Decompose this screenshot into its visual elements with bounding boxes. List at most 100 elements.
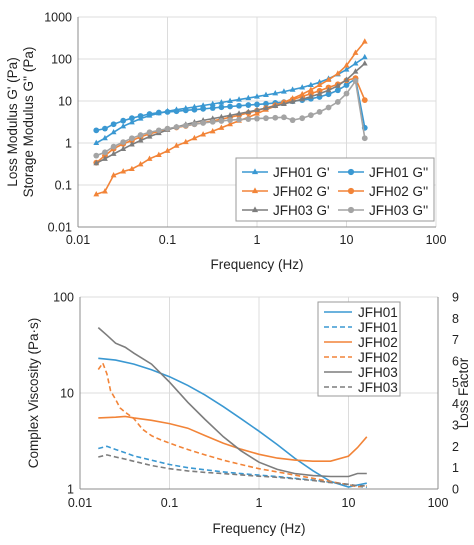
data-point bbox=[200, 105, 207, 112]
data-point bbox=[227, 120, 233, 127]
data-point bbox=[164, 109, 171, 115]
x-tick-label: 10 bbox=[342, 496, 356, 510]
y2-tick-label: 1 bbox=[452, 461, 459, 475]
data-point bbox=[236, 96, 242, 102]
data-point bbox=[307, 93, 314, 99]
data-point bbox=[110, 171, 117, 178]
data-point bbox=[128, 165, 135, 172]
series-line-jfh03-viscosity bbox=[97, 327, 367, 478]
x-tick-label: 1 bbox=[256, 496, 263, 510]
data-point bbox=[209, 100, 216, 106]
data-point bbox=[137, 113, 144, 119]
data-point bbox=[334, 99, 341, 105]
y2-tick-label: 0 bbox=[452, 483, 459, 497]
x-axis-label: Frequency (Hz) bbox=[210, 257, 303, 272]
data-point bbox=[102, 125, 108, 132]
data-point bbox=[191, 121, 198, 128]
y2-axis-label: Loss Factor bbox=[456, 357, 471, 428]
data-point bbox=[164, 147, 171, 153]
data-point bbox=[245, 102, 252, 108]
data-point bbox=[191, 106, 198, 113]
data-point bbox=[316, 81, 323, 88]
legend-label: JFH01 bbox=[358, 305, 398, 320]
y-tick-label: 0.1 bbox=[55, 179, 72, 193]
data-point bbox=[272, 90, 279, 96]
data-point bbox=[155, 109, 162, 116]
chart-moduli: 0.01 0.1 1 10 100 0.01 0.1 1 10 100 1000 Frequency … bbox=[5, 11, 446, 273]
data-point bbox=[110, 128, 117, 135]
data-point bbox=[102, 134, 108, 141]
legend-label: JFH01 bbox=[358, 320, 398, 335]
data-point bbox=[245, 94, 252, 101]
y2-tick-label: 2 bbox=[452, 440, 459, 454]
series-jfh03-g- bbox=[93, 78, 368, 159]
data-point bbox=[146, 129, 153, 136]
legend-box bbox=[235, 157, 435, 222]
data-point bbox=[227, 112, 233, 118]
legend-label: JFH01 G' bbox=[273, 165, 330, 180]
data-point bbox=[218, 104, 225, 111]
legend-label: JFH02 bbox=[358, 335, 398, 350]
y2-tick-label: 7 bbox=[452, 333, 459, 347]
data-point bbox=[102, 188, 108, 194]
data-point bbox=[146, 155, 153, 161]
data-point bbox=[110, 150, 117, 156]
y-tick-label: 1000 bbox=[44, 11, 72, 25]
data-point bbox=[272, 102, 279, 109]
data-point bbox=[343, 82, 350, 88]
data-point bbox=[146, 111, 153, 117]
data-point bbox=[200, 120, 207, 126]
data-point bbox=[128, 119, 135, 125]
data-point bbox=[227, 97, 233, 104]
data-point bbox=[316, 109, 323, 115]
y-tick-label: 100 bbox=[51, 53, 72, 67]
data-point bbox=[347, 187, 355, 195]
data-point bbox=[93, 152, 100, 159]
data-point bbox=[352, 78, 359, 84]
data-point bbox=[316, 90, 323, 96]
y-tick-label: 100 bbox=[53, 291, 74, 305]
data-point bbox=[236, 110, 242, 116]
data-point bbox=[128, 141, 135, 147]
data-point bbox=[218, 99, 225, 105]
data-point bbox=[352, 60, 359, 66]
data-point bbox=[254, 93, 260, 99]
data-point bbox=[251, 168, 259, 175]
data-point bbox=[218, 113, 225, 120]
series-line-jfh03-loss-factor bbox=[98, 454, 367, 487]
data-point bbox=[343, 66, 350, 72]
data-point bbox=[361, 60, 368, 66]
legend-label: JFH03 bbox=[358, 380, 398, 395]
data-point bbox=[263, 100, 269, 107]
data-point bbox=[307, 86, 314, 92]
data-point bbox=[164, 125, 171, 132]
data-point bbox=[209, 127, 216, 134]
data-point bbox=[361, 53, 368, 60]
y-tick-label: 10 bbox=[60, 387, 74, 401]
data-point bbox=[227, 117, 233, 124]
data-point bbox=[93, 190, 100, 197]
series-line-jfh02-loss-factor bbox=[97, 361, 367, 488]
x-axis-label: Frequency (Hz) bbox=[212, 521, 305, 536]
data-point bbox=[352, 49, 359, 55]
x-tick-label: 0.01 bbox=[68, 496, 92, 510]
data-point bbox=[254, 106, 260, 113]
data-point bbox=[120, 117, 127, 124]
data-point bbox=[307, 81, 314, 88]
data-point bbox=[120, 168, 127, 174]
series-jfh01-g- bbox=[93, 53, 368, 146]
series-line-jfh01-loss-factor bbox=[98, 445, 367, 489]
legend-label: JFH03 G'' bbox=[369, 203, 428, 218]
data-point bbox=[182, 122, 189, 129]
data-point bbox=[334, 70, 341, 76]
legend-label: JFH02 G'' bbox=[369, 184, 428, 199]
x-tick-label: 10 bbox=[340, 233, 354, 247]
data-point bbox=[272, 114, 279, 121]
data-point bbox=[343, 62, 350, 68]
data-point bbox=[334, 82, 341, 88]
data-point bbox=[236, 116, 242, 123]
data-point bbox=[281, 88, 287, 94]
